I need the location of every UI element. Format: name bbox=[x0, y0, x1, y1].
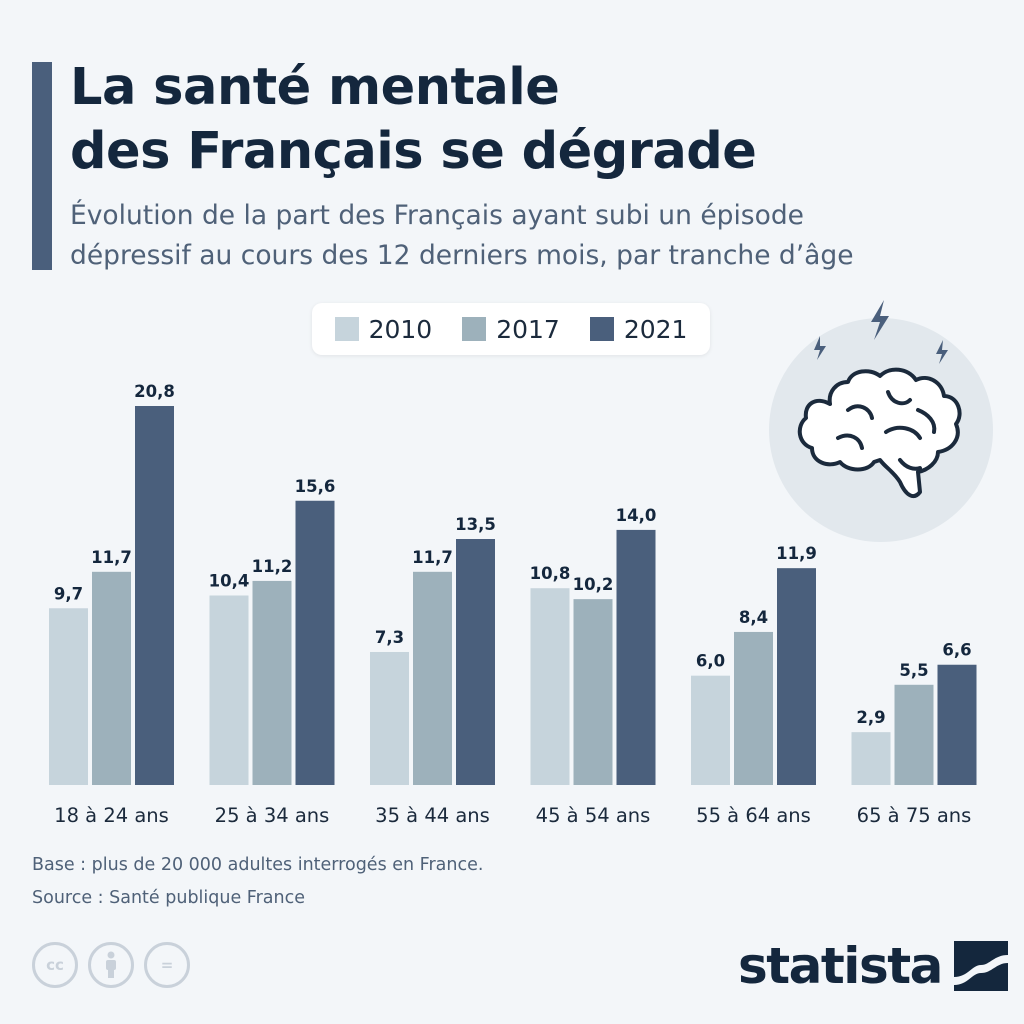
bar-35-44-ans-2017 bbox=[413, 571, 452, 785]
title-accent-bar bbox=[32, 62, 52, 270]
category-label-25-34-ans: 25 à 34 ans bbox=[215, 804, 330, 827]
bar-35-44-ans-2010 bbox=[370, 651, 409, 785]
no-derivatives-icon[interactable]: = bbox=[144, 942, 190, 988]
category-label-18-24-ans: 18 à 24 ans bbox=[54, 804, 169, 827]
cc-icon[interactable]: cc bbox=[32, 942, 78, 988]
data-label-55-64-ans-2010: 6,0 bbox=[696, 652, 725, 671]
bar-25-34-ans-2010 bbox=[209, 595, 249, 785]
page-subtitle: Évolution de la part des Français ayant … bbox=[70, 196, 1010, 276]
bar-55-64-ans-2021 bbox=[777, 568, 816, 785]
bar-45-54-ans-2017 bbox=[573, 599, 613, 785]
category-label-55-64-ans: 55 à 64 ans bbox=[696, 804, 811, 827]
bar-25-34-ans-2021 bbox=[295, 500, 335, 785]
attribution-icon[interactable] bbox=[88, 942, 134, 988]
legend-item-2010: 2010 bbox=[334, 314, 433, 344]
legend-swatch-2021 bbox=[589, 317, 614, 341]
bar-55-64-ans-2010 bbox=[691, 675, 730, 785]
data-label-35-44-ans-2021: 13,5 bbox=[455, 515, 496, 534]
bar-65-75-ans-2021 bbox=[937, 664, 977, 785]
license-icons: cc = bbox=[32, 942, 190, 988]
data-label-18-24-ans-2010: 9,7 bbox=[54, 584, 83, 603]
subtitle-line-2: dépressif au cours des 12 derniers mois,… bbox=[70, 240, 854, 271]
legend-item-2017: 2017 bbox=[462, 315, 560, 344]
bar-55-64-ans-2017 bbox=[734, 631, 773, 785]
title-line-2: des Français se dégrade bbox=[70, 122, 757, 181]
legend-item-2021: 2021 bbox=[589, 314, 688, 344]
data-label-25-34-ans-2017: 11,2 bbox=[252, 557, 293, 576]
category-label-65-75-ans: 65 à 75 ans bbox=[857, 804, 972, 827]
data-label-65-75-ans-2017: 5,5 bbox=[899, 661, 928, 680]
bar-65-75-ans-2010 bbox=[851, 732, 891, 785]
legend-label-2021: 2021 bbox=[623, 314, 688, 344]
category-label-35-44-ans: 35 à 44 ans bbox=[375, 804, 490, 827]
bar-18-24-ans-2021 bbox=[135, 406, 174, 785]
data-label-45-54-ans-2021: 14,0 bbox=[616, 506, 657, 525]
data-label-35-44-ans-2017: 11,7 bbox=[412, 548, 453, 567]
data-label-65-75-ans-2021: 6,6 bbox=[942, 641, 971, 660]
statista-logo[interactable]: statista bbox=[738, 936, 1008, 996]
title-line-1: La santé mentale bbox=[70, 58, 560, 117]
bar-35-44-ans-2021 bbox=[456, 539, 495, 785]
source-note: Source : Santé publique France bbox=[32, 888, 305, 908]
data-label-55-64-ans-2017: 8,4 bbox=[739, 608, 768, 627]
legend-label-2010: 2010 bbox=[368, 314, 433, 344]
bar-65-75-ans-2017 bbox=[894, 684, 934, 785]
data-label-65-75-ans-2010: 2,9 bbox=[856, 708, 885, 727]
nd-icon-text: = bbox=[160, 956, 174, 974]
brand-name: statista bbox=[738, 937, 943, 995]
bar-25-34-ans-2017 bbox=[252, 580, 292, 785]
bar-18-24-ans-2017 bbox=[92, 571, 131, 785]
statista-mark-icon bbox=[953, 941, 1008, 991]
chart-legend: 2010 2017 2021 bbox=[312, 303, 710, 355]
data-label-55-64-ans-2021: 11,9 bbox=[776, 544, 817, 563]
data-label-25-34-ans-2021: 15,6 bbox=[295, 477, 336, 496]
cc-icon-text: cc bbox=[46, 956, 64, 974]
legend-swatch-2017 bbox=[462, 317, 487, 341]
subtitle-line-1: Évolution de la part des Français ayant … bbox=[70, 200, 804, 231]
data-label-45-54-ans-2017: 10,2 bbox=[573, 575, 614, 594]
category-label-45-54-ans: 45 à 54 ans bbox=[536, 804, 651, 827]
legend-label-2017: 2017 bbox=[496, 314, 560, 344]
base-note: Base : plus de 20 000 adultes interrogés… bbox=[32, 855, 484, 875]
bar-18-24-ans-2010 bbox=[49, 608, 88, 785]
data-label-18-24-ans-2021: 20,8 bbox=[134, 382, 175, 401]
bar-45-54-ans-2010 bbox=[530, 588, 570, 785]
data-label-45-54-ans-2010: 10,8 bbox=[530, 564, 571, 583]
brain-icon bbox=[769, 300, 993, 542]
data-label-35-44-ans-2010: 7,3 bbox=[375, 628, 404, 647]
page-title: La santé mentale des Français se dégrade bbox=[70, 56, 990, 184]
data-label-18-24-ans-2017: 11,7 bbox=[91, 548, 132, 567]
legend-swatch-2010 bbox=[334, 317, 359, 341]
bar-45-54-ans-2021 bbox=[616, 529, 656, 785]
data-label-25-34-ans-2010: 10,4 bbox=[209, 572, 250, 591]
person-icon bbox=[106, 951, 116, 978]
